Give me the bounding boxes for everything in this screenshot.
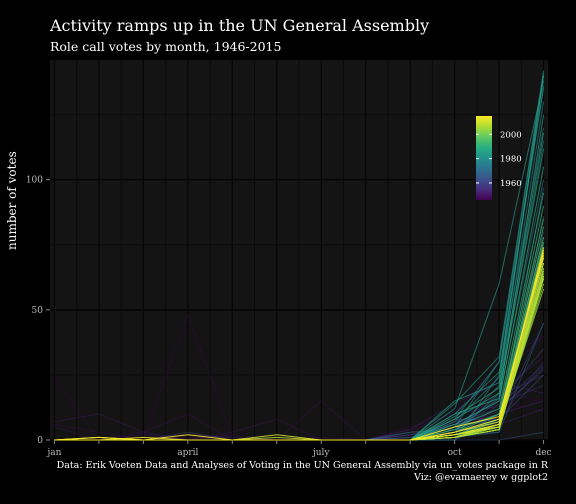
legend: 1960 1980 2000 [476, 116, 522, 200]
legend-label: 1960 [500, 179, 522, 189]
series-line [54, 255, 545, 441]
x-tick-label: jan [46, 448, 61, 458]
x-tick-label: april [177, 448, 198, 458]
legend-label: 2000 [500, 130, 522, 140]
series-lines [53, 70, 545, 441]
caption-credit: Viz: @evamaerey w ggplot2 [414, 472, 548, 483]
legend-colorbar [476, 116, 492, 200]
chart-subtitle: Role call votes by month, 1946-2015 [50, 39, 282, 54]
y-tick-label: 100 [26, 176, 43, 186]
x-tick-label: dec [535, 448, 551, 458]
y-tick-label: 50 [32, 306, 44, 316]
caption-source: Data: Erik Voeten Data and Analyses of V… [56, 460, 548, 471]
caption: Data: Erik Voeten Data and Analyses of V… [57, 460, 548, 484]
y-tick-label: 0 [37, 436, 43, 446]
x-tick-label: oct [448, 448, 462, 458]
x-tick-label: july [312, 448, 330, 458]
series-line [54, 335, 544, 441]
legend-label: 1980 [500, 155, 522, 165]
chart-title: Activity ramps up in the UN General Asse… [50, 16, 430, 35]
axes: 0 50 100 jan april july oct dec [26, 176, 552, 458]
